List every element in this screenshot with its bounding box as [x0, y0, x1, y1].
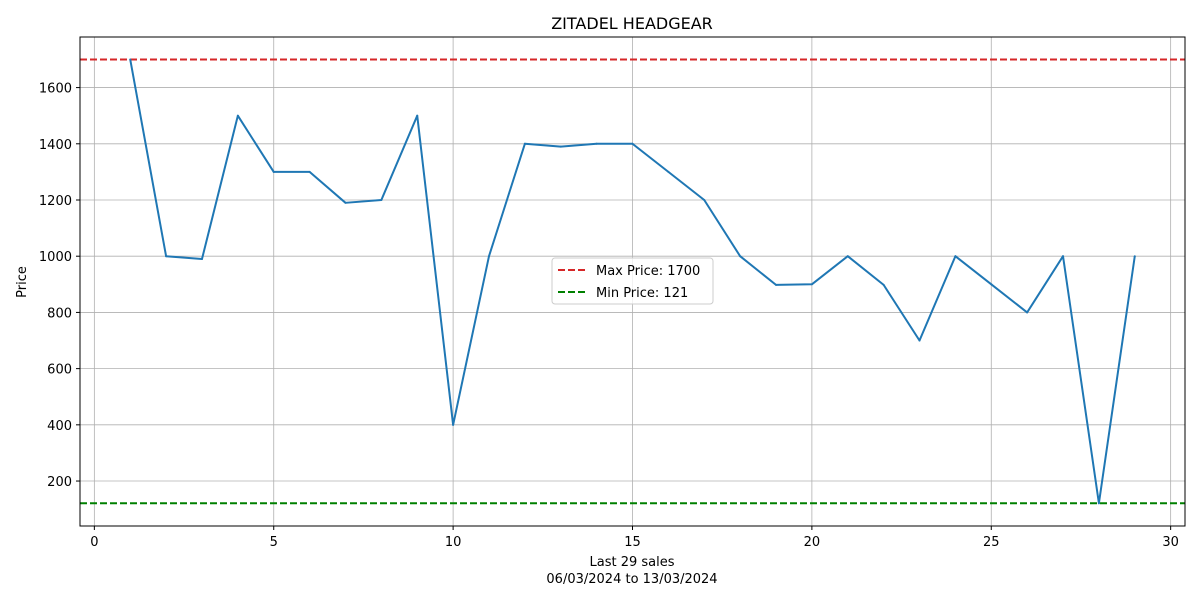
- data-point: [739, 255, 742, 258]
- x-tick-label: 0: [90, 535, 98, 550]
- x-tick-label: 10: [445, 535, 462, 550]
- x-tick-label: 15: [624, 535, 641, 550]
- data-point: [990, 283, 993, 286]
- y-tick-label: 600: [47, 363, 72, 378]
- x-axis-subtitle: 06/03/2024 to 13/03/2024: [546, 572, 717, 587]
- y-tick-label: 1600: [39, 82, 72, 97]
- x-axis-label: Last 29 sales: [589, 555, 674, 570]
- y-tick-label: 1000: [39, 250, 72, 265]
- chart-title: ZITADEL HEADGEAR: [551, 14, 713, 33]
- data-point: [775, 283, 778, 286]
- data-point: [1097, 502, 1100, 505]
- data-point: [954, 255, 957, 258]
- data-point: [846, 255, 849, 258]
- legend-label-min: Min Price: 121: [596, 286, 688, 301]
- x-tick-label: 25: [983, 535, 1000, 550]
- y-tick-label: 800: [47, 306, 72, 321]
- data-point: [272, 170, 275, 173]
- data-point: [918, 339, 921, 342]
- legend-label-max: Max Price: 1700: [596, 264, 700, 279]
- data-point: [523, 142, 526, 145]
- x-tick-label: 30: [1162, 535, 1179, 550]
- data-point: [882, 283, 885, 286]
- y-axis-ticks: 200 400 600 800 1000 1200 1400 1600: [39, 82, 80, 490]
- data-point: [595, 142, 598, 145]
- data-point: [703, 199, 706, 201]
- y-axis-label: Price: [15, 266, 30, 298]
- data-point: [200, 258, 203, 261]
- series-layer: [129, 58, 1136, 505]
- y-tick-label: 1400: [39, 138, 72, 153]
- x-axis-ticks: 0 5 10 15 20 25 30: [90, 526, 1179, 550]
- data-point: [559, 145, 562, 148]
- data-point: [1133, 255, 1136, 258]
- data-point: [452, 423, 455, 426]
- y-tick-label: 200: [47, 475, 72, 490]
- data-point: [308, 170, 311, 173]
- data-point: [487, 255, 490, 258]
- data-point: [165, 255, 168, 258]
- data-point: [129, 58, 132, 61]
- y-tick-label: 400: [47, 419, 72, 434]
- legend: Max Price: 1700 Min Price: 121: [551, 257, 714, 305]
- data-point: [667, 170, 670, 173]
- y-tick-label: 1200: [39, 194, 72, 209]
- data-point: [810, 283, 813, 286]
- data-point: [1062, 255, 1065, 258]
- data-point: [236, 114, 239, 117]
- data-point: [344, 201, 347, 204]
- legend-box: [551, 257, 714, 305]
- x-tick-label: 20: [804, 535, 821, 550]
- data-point: [416, 114, 419, 117]
- x-tick-label: 5: [270, 535, 278, 550]
- data-point: [380, 199, 383, 201]
- data-point: [1026, 311, 1029, 314]
- reference-lines: [80, 58, 1185, 505]
- data-point: [631, 142, 634, 145]
